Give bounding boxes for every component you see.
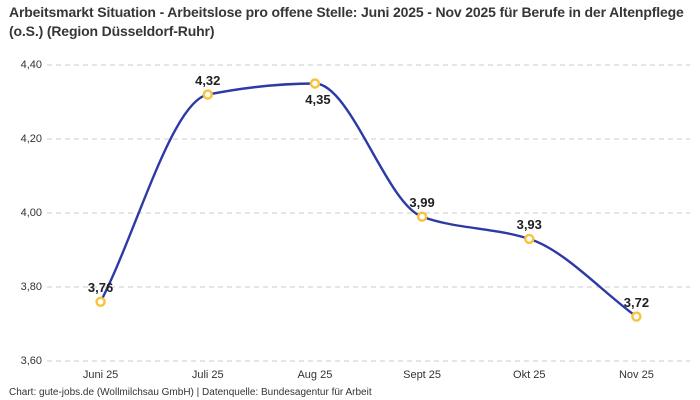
data-point-label: 4,35 [305,91,331,107]
data-point-label: 4,32 [195,72,221,88]
data-point-marker[interactable] [309,78,321,89]
x-axis-label: Juli 25 [191,369,224,381]
series-line [99,82,638,318]
data-point-marker[interactable] [416,211,428,222]
y-axis-tick: 4,20 [20,132,42,145]
x-axis-label: Okt 25 [513,369,546,381]
data-point-marker[interactable] [202,89,213,100]
data-point-label: 3,93 [516,216,542,232]
y-axis-tick: 4,00 [20,206,42,219]
y-axis-tick: 4,40 [20,58,42,71]
data-point-label: 3,99 [409,194,435,210]
x-axis-label: Nov 25 [618,369,654,381]
attribution-footer: Chart: gute-jobs.de (Wollmilchsau GmbH) … [9,387,372,398]
x-axis-label: Juni 25 [82,369,119,381]
y-axis-tick: 3,80 [20,280,42,293]
x-axis-label: Aug 25 [297,369,333,381]
data-point-marker[interactable] [95,296,106,307]
chart-title: Arbeitsmarkt Situation - Arbeitslose pro… [9,4,684,39]
y-axis-tick: 3,60 [20,354,42,367]
data-point-marker[interactable] [631,311,642,322]
data-point-label: 3,72 [623,294,650,310]
data-point-label: 3,76 [87,279,114,295]
data-point-marker[interactable] [524,233,535,245]
x-axis-label: Sept 25 [403,369,442,381]
